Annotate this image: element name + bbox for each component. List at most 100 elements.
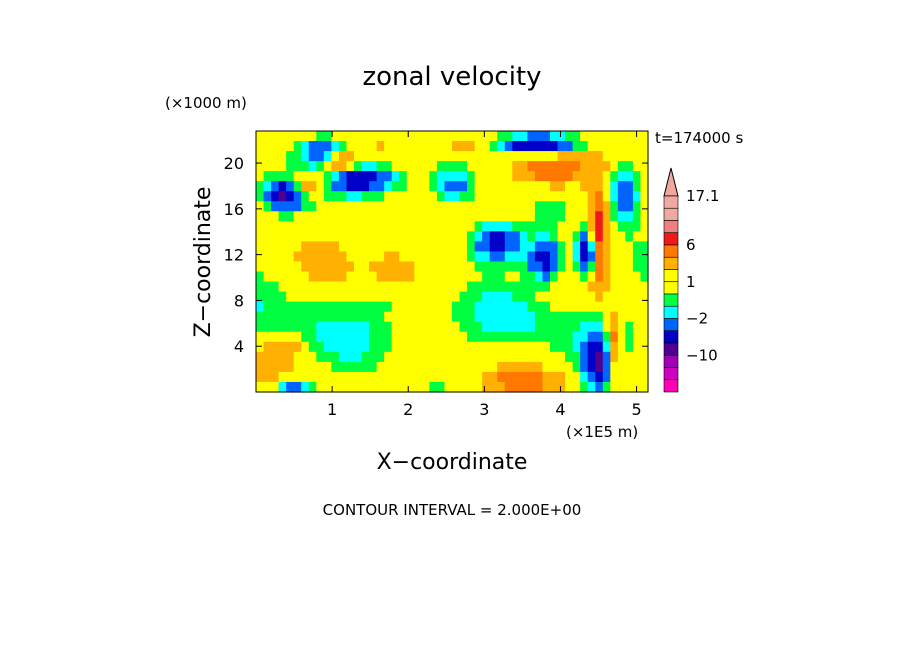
contour-cell — [504, 131, 513, 142]
contour-cell — [617, 361, 626, 373]
contour-cell — [565, 281, 574, 293]
contour-cell — [610, 341, 619, 353]
contour-cell — [338, 211, 348, 222]
contour-cell — [354, 151, 363, 162]
contour-cell — [256, 261, 265, 273]
contour-cell — [323, 311, 332, 323]
contour-cell — [399, 141, 408, 152]
contour-cell — [444, 361, 453, 373]
contour-cell — [293, 361, 302, 373]
contour-cell — [572, 211, 581, 222]
contour-cell — [399, 331, 408, 343]
contour-cell — [444, 271, 453, 283]
contour-cell — [557, 261, 566, 273]
contour-cell — [580, 281, 589, 293]
contour-cell — [610, 381, 619, 393]
contour-cell — [534, 221, 544, 232]
contour-cell — [625, 151, 634, 162]
contour-cell — [527, 381, 536, 393]
contour-cell — [361, 241, 370, 253]
contour-cell — [452, 181, 461, 192]
contour-cell — [263, 291, 272, 303]
contour-cell — [436, 251, 446, 263]
contour-cell — [346, 281, 355, 293]
contour-cell — [565, 221, 574, 232]
contour-cell — [550, 231, 559, 243]
contour-cell — [376, 161, 385, 172]
contour-cell — [617, 151, 626, 162]
y-tick-label: 20 — [224, 154, 244, 173]
y-tick-label: 16 — [224, 200, 244, 219]
contour-cell — [557, 221, 566, 232]
contour-cell — [271, 361, 280, 373]
contour-cell — [565, 171, 574, 182]
contour-cell — [308, 181, 317, 192]
contour-cell — [263, 361, 272, 373]
contour-cell — [376, 201, 385, 212]
contour-cell — [444, 381, 453, 393]
contour-cell — [301, 311, 310, 323]
contour-cell — [286, 211, 295, 222]
contour-cell — [399, 191, 408, 202]
contour-cell — [557, 161, 566, 172]
contour-cell — [444, 201, 453, 212]
contour-cell — [361, 221, 370, 232]
contour-cell — [580, 271, 589, 283]
contour-cell — [406, 291, 415, 303]
contour-cell — [519, 371, 528, 383]
contour-cell — [497, 131, 506, 142]
contour-cell — [293, 231, 302, 243]
contour-cell — [550, 321, 559, 333]
contour-cell — [640, 311, 649, 323]
contour-cell — [565, 131, 574, 142]
contour-cell — [595, 131, 604, 142]
contour-cell — [489, 261, 498, 273]
contour-cell — [527, 211, 536, 222]
contour-cell — [263, 311, 272, 323]
contour-cell — [331, 221, 340, 232]
contour-cell — [376, 381, 385, 393]
contour-cell — [421, 361, 430, 373]
contour-cell — [369, 251, 378, 263]
contour-cell — [550, 191, 559, 202]
contour-cell — [467, 201, 476, 212]
contour-cell — [263, 131, 272, 142]
contour-cell — [301, 301, 310, 313]
contour-cell — [391, 311, 400, 323]
contour-cell — [527, 361, 536, 373]
contour-cell — [587, 151, 596, 162]
contour-cell — [286, 261, 295, 273]
contour-cell — [565, 261, 574, 273]
contour-cell — [414, 311, 423, 323]
contour-cell — [587, 351, 596, 363]
contour-cell — [421, 191, 430, 202]
contour-cell — [452, 361, 461, 373]
contour-cell — [361, 251, 370, 263]
contour-cell — [625, 271, 634, 283]
contour-cell — [632, 181, 642, 192]
contour-cell — [338, 141, 348, 152]
colorbar-box — [663, 269, 679, 283]
contour-cell — [474, 321, 483, 333]
contour-cell — [632, 141, 642, 152]
colorbar-label: 17.1 — [686, 187, 719, 205]
contour-cell — [301, 191, 310, 202]
contour-cell — [565, 151, 574, 162]
x-tick-label: 4 — [555, 400, 565, 419]
contour-cell — [452, 141, 461, 152]
contour-cell — [421, 251, 430, 263]
contour-cell — [286, 221, 295, 232]
contour-cell — [550, 211, 559, 222]
contour-cell — [565, 321, 574, 333]
contour-cell — [512, 381, 521, 393]
contour-cell — [452, 231, 461, 243]
contour-cell — [550, 241, 559, 253]
contour-cell — [308, 211, 317, 222]
contour-cell — [263, 381, 272, 393]
contour-cell — [482, 381, 491, 393]
contour-cell — [497, 291, 506, 303]
contour-cell — [474, 301, 483, 313]
contour-cell — [338, 161, 348, 172]
contour-cell — [301, 221, 310, 232]
contour-cell — [512, 291, 521, 303]
